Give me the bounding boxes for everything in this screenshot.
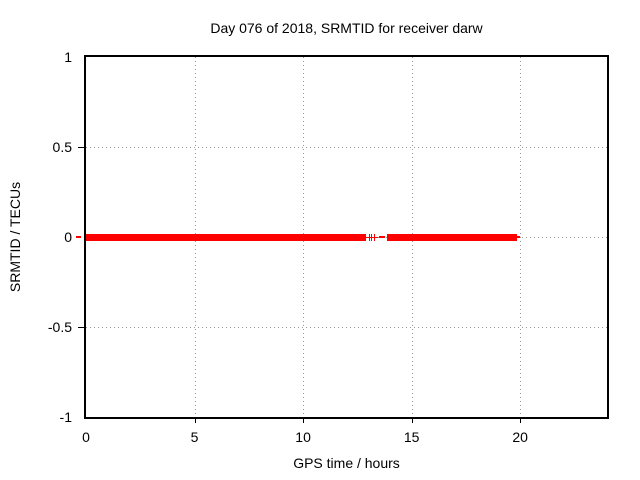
x-tick-20 [520, 419, 521, 423]
series-mark-bar [86, 233, 367, 241]
y-tick-label-0.5: 0.5 [52, 139, 72, 155]
x-tick-label-20: 20 [512, 429, 528, 445]
x-tick-label-0: 0 [82, 429, 90, 445]
series-mark-plus [370, 233, 378, 241]
x-tick-15 [412, 419, 413, 423]
y-axis-label: SRMTID / TECUs [7, 181, 23, 293]
x-axis-label: GPS time / hours [293, 455, 400, 471]
x-tick-10 [303, 419, 304, 423]
x-tick-label-10: 10 [295, 429, 311, 445]
x-tick-5 [195, 419, 196, 423]
series-mark-dash [516, 236, 521, 238]
y-tick-label--0.5: -0.5 [47, 319, 72, 335]
x-tick-label-5: 5 [190, 429, 199, 445]
chart-title: Day 076 of 2018, SRMTID for receiver dar… [210, 20, 483, 36]
gridline-y-0.5 [86, 147, 607, 148]
y-tick-0.5 [78, 147, 84, 148]
y-tick-label-0: 0 [64, 229, 72, 245]
series-mark-bar [387, 233, 517, 241]
series-mark-dot [378, 236, 382, 238]
series-mark-dash [76, 236, 82, 238]
y-tick-label-1: 1 [64, 49, 72, 65]
x-tick-label-15: 15 [403, 429, 420, 445]
series-mark-dot [381, 236, 385, 238]
y-tick-label--1: -1 [59, 409, 72, 425]
gridline-x-20 [520, 57, 521, 417]
y-tick--0.5 [78, 327, 84, 328]
gridline-y--0.5 [86, 327, 607, 328]
